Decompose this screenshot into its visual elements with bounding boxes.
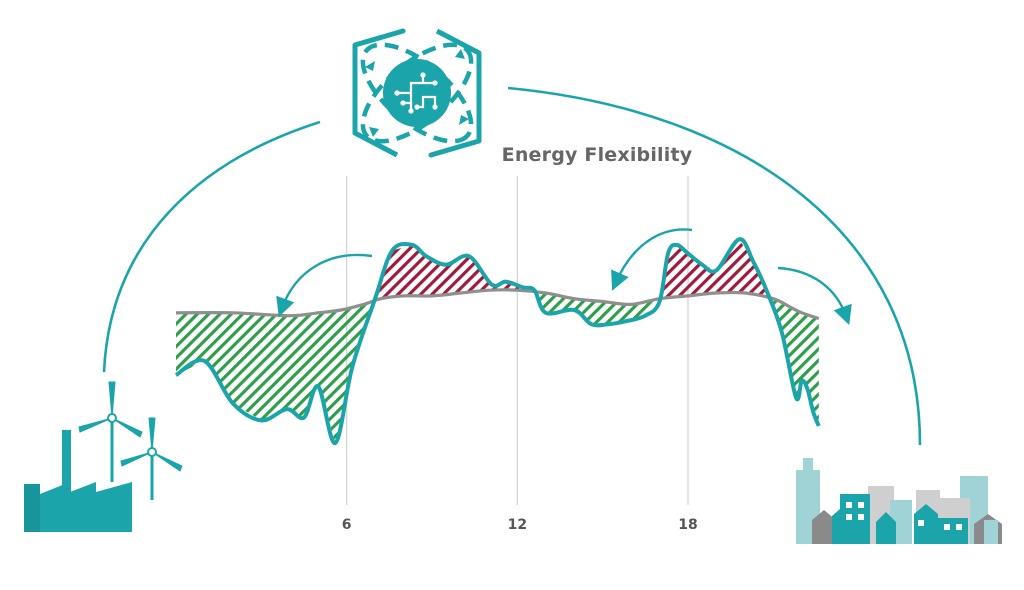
generation-line [174, 237, 821, 446]
energy-management-hub-icon [352, 28, 482, 158]
shift-arrow-evening [611, 228, 693, 291]
x-tick-label: 12 [507, 517, 528, 533]
x-tick-label: 6 [341, 517, 352, 533]
power-plant-wind-turbines-icon [24, 381, 183, 532]
demand-line [175, 288, 820, 321]
surplus-area [176, 300, 375, 443]
gridlines [346, 176, 689, 505]
x-tick-label: 18 [678, 517, 698, 533]
surplus-area [536, 292, 661, 325]
shift-arrow-night [777, 266, 852, 326]
shift-arrow-morning [276, 253, 373, 318]
left-connector-arc [102, 120, 321, 373]
chart-title: Energy Flexibility [501, 144, 693, 166]
flexibility-areas [176, 239, 819, 443]
city-buildings-icon [796, 458, 1002, 544]
right-connector-arc [507, 86, 922, 446]
